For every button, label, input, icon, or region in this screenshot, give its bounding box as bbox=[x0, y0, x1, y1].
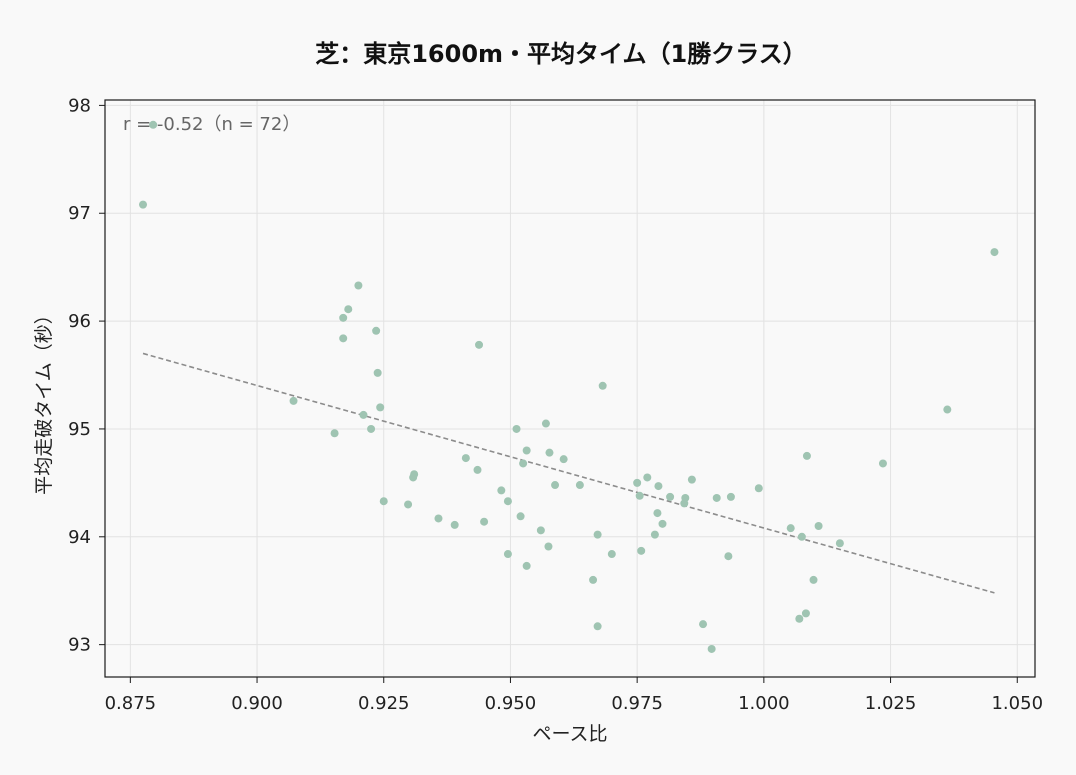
data-point bbox=[637, 546, 646, 555]
data-point bbox=[475, 340, 484, 349]
data-point bbox=[593, 622, 602, 631]
axis-ticks: 0.875 0.900 0.925 0.950 0.975 1.000 1.025 1.050… bbox=[68, 95, 1043, 714]
data-point bbox=[373, 368, 382, 377]
data-point bbox=[480, 517, 489, 526]
data-point bbox=[289, 396, 298, 405]
data-point bbox=[795, 614, 804, 623]
grid-lines bbox=[105, 100, 1035, 677]
data-point bbox=[339, 313, 348, 322]
data-point bbox=[497, 486, 506, 495]
data-point bbox=[712, 493, 721, 502]
trend-line bbox=[142, 352, 995, 594]
data-point bbox=[653, 509, 662, 518]
data-point bbox=[633, 478, 642, 487]
data-point bbox=[593, 530, 602, 539]
data-point bbox=[522, 446, 531, 455]
x-tick-label: 0.950 bbox=[485, 693, 537, 714]
x-tick-label: 0.925 bbox=[358, 693, 410, 714]
correlation-annotation: r = -0.52（n = 72） bbox=[123, 114, 300, 135]
data-point bbox=[503, 550, 512, 559]
data-point bbox=[658, 519, 667, 528]
data-point bbox=[376, 403, 385, 412]
data-point bbox=[551, 481, 560, 490]
data-point bbox=[654, 482, 663, 491]
data-point bbox=[726, 492, 735, 501]
chart-title: 芝：東京1600m・平均タイム（1勝クラス） bbox=[315, 40, 807, 68]
data-point bbox=[802, 451, 811, 460]
x-tick-label: 1.025 bbox=[865, 693, 917, 714]
data-point bbox=[801, 609, 810, 618]
data-point bbox=[404, 500, 413, 509]
x-tick-label: 1.000 bbox=[738, 693, 790, 714]
data-point bbox=[522, 561, 531, 570]
data-point bbox=[559, 455, 568, 464]
y-tick-label: 95 bbox=[68, 419, 91, 440]
data-point bbox=[786, 524, 795, 533]
data-point bbox=[643, 473, 652, 482]
data-point bbox=[536, 526, 545, 535]
data-point bbox=[359, 410, 368, 419]
data-point bbox=[575, 481, 584, 490]
y-tick-label: 98 bbox=[68, 95, 91, 116]
plot-frame bbox=[104, 99, 1036, 678]
data-point bbox=[519, 459, 528, 468]
data-point bbox=[503, 497, 512, 506]
data-point bbox=[149, 120, 158, 129]
data-point bbox=[409, 473, 418, 482]
data-point bbox=[635, 491, 644, 500]
data-point bbox=[139, 200, 148, 209]
x-tick-label: 1.050 bbox=[991, 693, 1043, 714]
data-point bbox=[724, 552, 733, 561]
data-point bbox=[461, 454, 470, 463]
data-point bbox=[544, 542, 553, 551]
data-point bbox=[344, 305, 353, 314]
data-point bbox=[666, 492, 675, 501]
data-point bbox=[354, 281, 363, 290]
x-tick-label: 0.975 bbox=[611, 693, 663, 714]
data-point bbox=[607, 550, 616, 559]
y-tick-label: 97 bbox=[68, 203, 91, 224]
data-point bbox=[367, 424, 376, 433]
data-point bbox=[545, 448, 554, 457]
data-point bbox=[473, 465, 482, 474]
trend-line-group bbox=[142, 352, 995, 594]
data-point bbox=[754, 484, 763, 493]
data-point bbox=[339, 334, 348, 343]
data-point bbox=[797, 532, 806, 541]
data-point bbox=[372, 326, 381, 335]
data-point bbox=[687, 475, 696, 484]
data-points bbox=[139, 120, 999, 653]
x-tick-label: 0.900 bbox=[231, 693, 283, 714]
data-point bbox=[379, 497, 388, 506]
data-point bbox=[516, 512, 525, 521]
data-point bbox=[809, 575, 818, 584]
data-point bbox=[814, 522, 823, 531]
x-axis-label: ペース比 bbox=[532, 723, 607, 745]
data-point bbox=[541, 419, 550, 428]
data-point bbox=[589, 575, 598, 584]
data-point bbox=[699, 620, 708, 629]
data-point bbox=[450, 520, 459, 529]
y-tick-label: 93 bbox=[68, 635, 91, 656]
data-point bbox=[330, 429, 339, 438]
x-tick-label: 0.875 bbox=[105, 693, 157, 714]
y-axis-label: 平均走破タイム（秒） bbox=[33, 305, 55, 495]
data-point bbox=[680, 499, 689, 508]
data-point bbox=[512, 424, 521, 433]
data-point bbox=[650, 530, 659, 539]
data-point bbox=[598, 381, 607, 390]
data-point bbox=[835, 539, 844, 548]
data-point bbox=[990, 248, 999, 257]
data-point bbox=[707, 644, 716, 653]
data-point bbox=[434, 514, 443, 523]
data-point bbox=[943, 405, 952, 414]
y-tick-label: 94 bbox=[68, 527, 91, 548]
y-tick-label: 96 bbox=[68, 311, 91, 332]
data-point bbox=[878, 459, 887, 468]
